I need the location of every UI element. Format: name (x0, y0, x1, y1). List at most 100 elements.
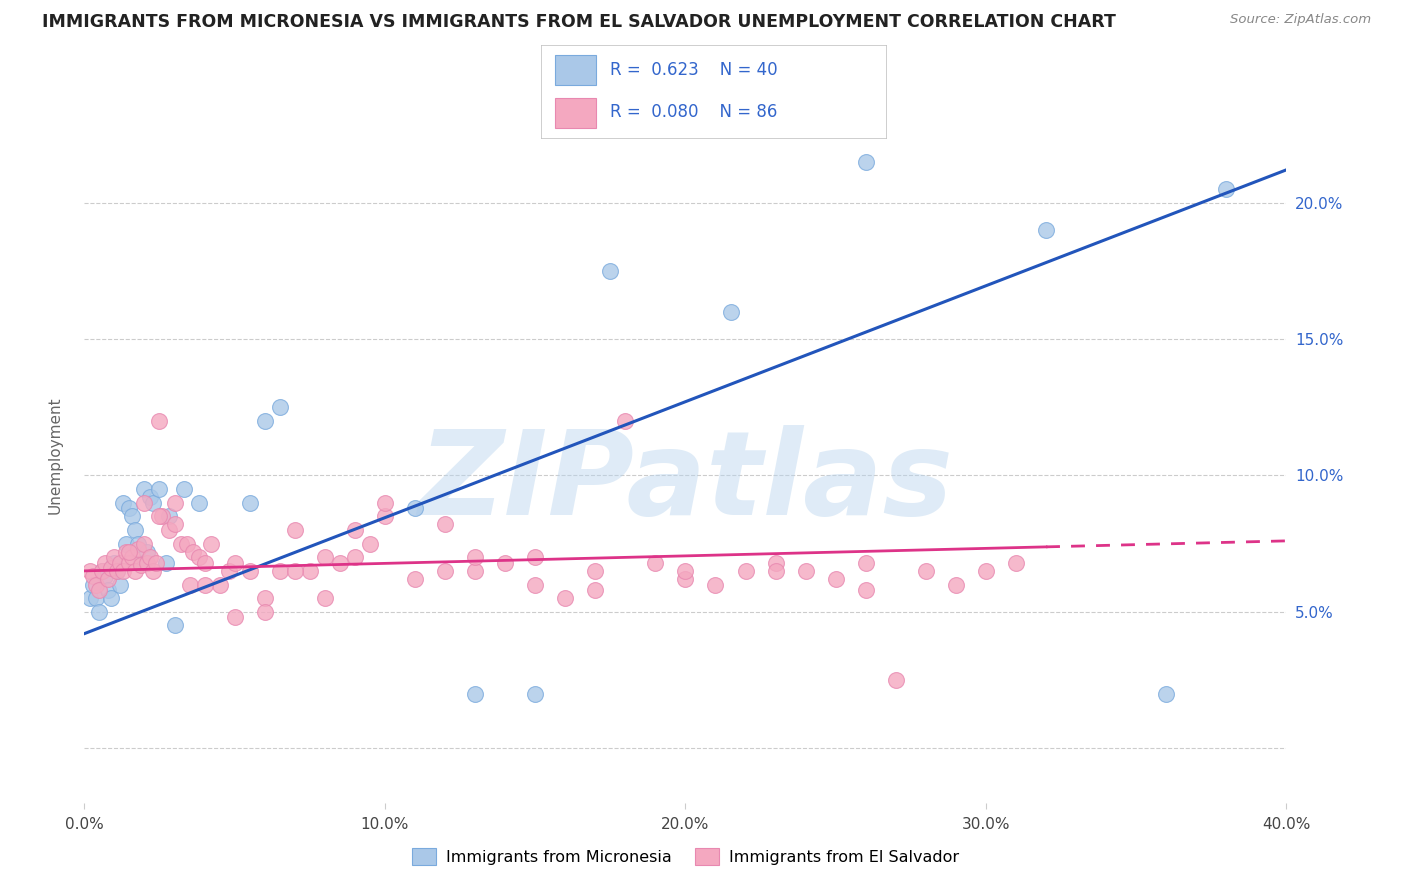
Point (82, 569, 104, 583)
Point (187, 496, 209, 510)
Point (343, 550, 366, 565)
Point (734, 564, 756, 578)
Point (115, 545, 138, 559)
Point (374, 496, 396, 510)
Point (131, 556, 153, 570)
Point (173, 482, 195, 496)
Point (239, 564, 262, 578)
Point (194, 577, 217, 591)
Point (142, 564, 165, 578)
Text: Source: ZipAtlas.com: Source: ZipAtlas.com (1230, 13, 1371, 27)
Point (343, 523, 366, 537)
Point (118, 545, 141, 559)
Point (157, 523, 180, 537)
Point (139, 490, 162, 504)
Point (524, 687, 547, 701)
Bar (555, 55, 596, 85)
Point (110, 577, 132, 591)
Point (103, 556, 125, 570)
Point (675, 564, 697, 578)
Point (824, 572, 846, 586)
Point (974, 564, 997, 578)
Point (152, 509, 174, 524)
Point (118, 501, 141, 516)
Point (855, 556, 877, 570)
Point (155, 556, 177, 570)
Point (89, 605, 111, 619)
Point (359, 536, 381, 550)
Point (269, 564, 291, 578)
Point (284, 523, 307, 537)
Point (148, 414, 170, 428)
Point (464, 564, 486, 578)
Point (253, 414, 276, 428)
Point (253, 591, 276, 606)
Point (554, 591, 576, 606)
Legend: Immigrants from Micronesia, Immigrants from El Salvador: Immigrants from Micronesia, Immigrants f… (405, 841, 966, 871)
Point (524, 550, 547, 565)
Point (298, 564, 321, 578)
Point (115, 536, 138, 550)
Text: IMMIGRANTS FROM MICRONESIA VS IMMIGRANTS FROM EL SALVADOR UNEMPLOYMENT CORRELATI: IMMIGRANTS FROM MICRONESIA VS IMMIGRANTS… (42, 13, 1116, 31)
Point (583, 564, 606, 578)
Point (163, 618, 186, 632)
Point (91, 564, 114, 578)
Point (136, 556, 159, 570)
Point (404, 572, 426, 586)
Point (110, 556, 132, 570)
Point (163, 517, 186, 532)
Point (269, 400, 291, 414)
Point (181, 545, 204, 559)
Point (464, 687, 486, 701)
Point (218, 564, 240, 578)
Point (253, 605, 276, 619)
Point (1215, 182, 1237, 196)
Point (599, 264, 621, 278)
Point (157, 509, 180, 524)
Point (1005, 556, 1028, 570)
Point (404, 501, 426, 516)
Point (107, 564, 129, 578)
Point (704, 577, 727, 591)
Point (524, 577, 547, 591)
Text: R =  0.623    N = 40: R = 0.623 N = 40 (610, 61, 778, 78)
Point (139, 550, 162, 565)
Point (434, 517, 457, 532)
Point (884, 673, 907, 687)
Point (82, 577, 104, 591)
Point (765, 564, 787, 578)
Point (583, 582, 606, 597)
Point (124, 523, 146, 537)
Point (434, 564, 457, 578)
Point (112, 564, 135, 578)
Point (314, 591, 336, 606)
Text: ZIPatlas: ZIPatlas (418, 425, 953, 541)
Point (915, 564, 938, 578)
Y-axis label: Unemployment: Unemployment (48, 396, 63, 514)
Text: R =  0.080    N = 86: R = 0.080 N = 86 (610, 103, 778, 121)
Point (142, 496, 165, 510)
Point (97, 572, 120, 586)
Point (855, 154, 877, 169)
Point (127, 542, 149, 557)
Point (224, 610, 246, 624)
Point (127, 536, 149, 550)
Point (100, 561, 122, 575)
Bar (555, 98, 596, 128)
Point (86, 591, 108, 606)
Point (464, 550, 486, 565)
Point (163, 496, 186, 510)
Point (374, 509, 396, 524)
Point (86, 577, 108, 591)
Point (314, 550, 336, 565)
Point (329, 556, 352, 570)
Point (284, 564, 307, 578)
Point (720, 304, 742, 318)
Point (121, 550, 143, 565)
Point (79, 564, 101, 578)
Point (79, 591, 101, 606)
Point (134, 496, 156, 510)
Point (200, 536, 222, 550)
Point (494, 556, 516, 570)
Point (1156, 687, 1178, 701)
